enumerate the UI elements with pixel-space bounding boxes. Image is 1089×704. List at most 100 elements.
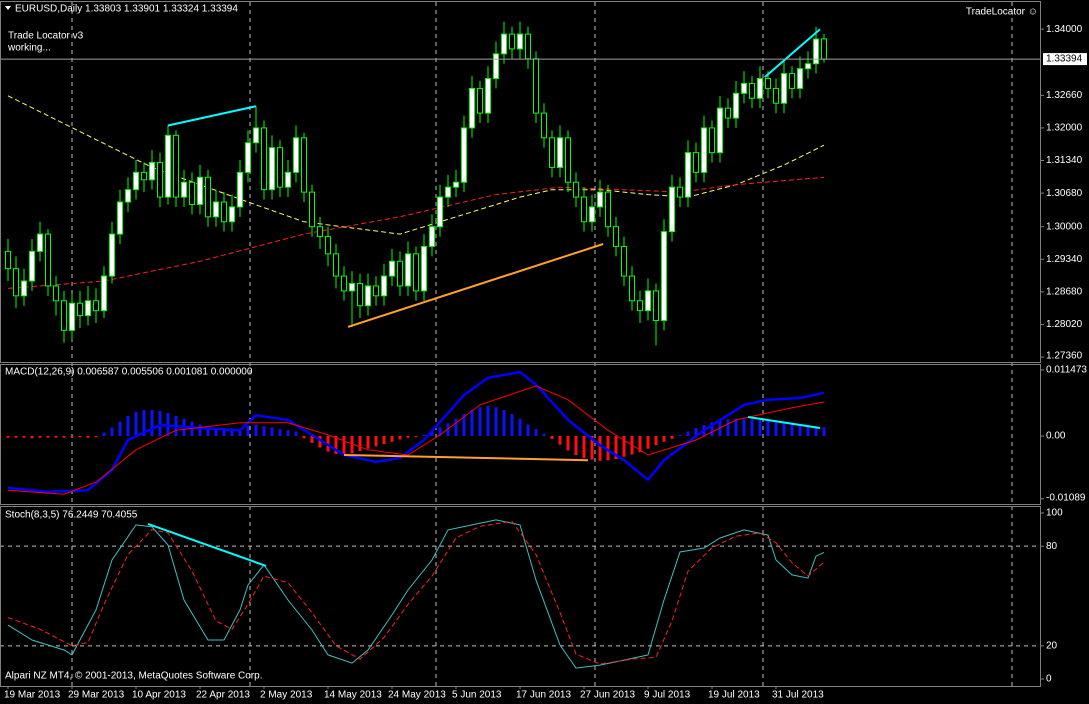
candle-body bbox=[493, 53, 499, 80]
histogram-bar bbox=[214, 428, 218, 437]
candle-body bbox=[717, 107, 723, 154]
candle-body bbox=[517, 33, 523, 50]
candle-body bbox=[133, 171, 139, 191]
x-tick-label: 2 May 2013 bbox=[260, 690, 313, 701]
brand-label[interactable]: TradeLocator ☺ bbox=[966, 7, 1038, 18]
histogram-bar bbox=[518, 418, 522, 437]
histogram-bar bbox=[574, 436, 578, 456]
candle-body bbox=[141, 171, 147, 181]
candle-body bbox=[565, 137, 571, 183]
histogram-bar bbox=[102, 432, 106, 437]
x-tick-label: 19 Mar 2013 bbox=[4, 690, 61, 701]
x-tick-label: 29 Mar 2013 bbox=[68, 690, 125, 701]
histogram-bar bbox=[302, 436, 306, 439]
indicator-status: working... bbox=[7, 43, 51, 54]
y-tick-label: 1.34000 bbox=[1046, 24, 1083, 35]
histogram-bar bbox=[654, 436, 658, 446]
candle-body bbox=[541, 112, 547, 139]
candle-body bbox=[421, 245, 427, 292]
histogram-bar bbox=[686, 431, 690, 437]
histogram-bar bbox=[494, 407, 498, 437]
candle-body bbox=[197, 176, 203, 205]
macd-pane-frame bbox=[0, 364, 1041, 505]
candle-body bbox=[733, 92, 739, 119]
y-tick-label: 1.28680 bbox=[1046, 287, 1083, 298]
stoch-pane-frame bbox=[0, 506, 1041, 687]
histogram-bar bbox=[118, 421, 122, 437]
histogram-bar bbox=[6, 436, 10, 438]
y-tick-label: 0 bbox=[1046, 674, 1052, 685]
histogram-bar bbox=[822, 427, 826, 437]
histogram-bar bbox=[510, 414, 514, 437]
histogram-bar bbox=[502, 410, 506, 437]
histogram-bar bbox=[230, 430, 234, 437]
candle-body bbox=[333, 253, 339, 277]
histogram-bar bbox=[662, 436, 666, 442]
candle-body bbox=[453, 181, 459, 188]
histogram-bar bbox=[734, 418, 738, 437]
histogram-bar bbox=[294, 431, 298, 437]
histogram-bar bbox=[62, 436, 66, 438]
candle-body bbox=[781, 73, 787, 104]
histogram-bar bbox=[598, 436, 602, 461]
candle-body bbox=[749, 82, 755, 99]
y-tick-label: 0.00 bbox=[1046, 431, 1066, 442]
candle-body bbox=[765, 78, 771, 89]
candle-body bbox=[293, 137, 299, 173]
candle-body bbox=[661, 231, 667, 322]
histogram-bar bbox=[486, 406, 490, 437]
candle-body bbox=[597, 191, 603, 208]
histogram-bar bbox=[566, 436, 570, 451]
candle-body bbox=[397, 260, 403, 287]
y-tick-label: 1.28020 bbox=[1046, 319, 1083, 330]
candle-body bbox=[21, 280, 27, 297]
candle-body bbox=[509, 33, 515, 50]
histogram-bar bbox=[222, 429, 226, 437]
histogram-bar bbox=[478, 407, 482, 437]
menu-arrow[interactable] bbox=[5, 6, 11, 10]
candle-body bbox=[61, 300, 67, 331]
x-tick-label: 31 Jul 2013 bbox=[772, 690, 824, 701]
candle-body bbox=[181, 181, 187, 198]
trend-line bbox=[347, 243, 604, 328]
candle-body bbox=[205, 176, 211, 218]
histogram-bar bbox=[14, 436, 18, 438]
y-tick-label: 1.32660 bbox=[1046, 90, 1083, 101]
candle-body bbox=[245, 142, 251, 173]
x-tick-label: 27 Jun 2013 bbox=[580, 690, 635, 701]
y-tick-label: 1.32000 bbox=[1046, 123, 1083, 134]
x-tick-label: 19 Jul 2013 bbox=[708, 690, 760, 701]
candle-body bbox=[29, 250, 35, 282]
histogram-bar bbox=[534, 429, 538, 437]
histogram-bar bbox=[454, 418, 458, 437]
candle-body bbox=[365, 285, 371, 307]
histogram-bar bbox=[798, 425, 802, 437]
candle-body bbox=[341, 275, 347, 292]
candle-body bbox=[349, 282, 355, 292]
candle-body bbox=[613, 226, 619, 247]
macd-title: MACD(12,26,9) 0.006587 0.005506 0.001081… bbox=[5, 367, 253, 378]
histogram-bar bbox=[342, 436, 346, 456]
y-tick-label: 20 bbox=[1046, 640, 1058, 651]
histogram-bar bbox=[46, 436, 50, 438]
histogram-bar bbox=[646, 436, 650, 449]
histogram-bar bbox=[430, 431, 434, 437]
histogram-bar bbox=[438, 427, 442, 437]
candle-body bbox=[693, 152, 699, 173]
bid-label-box bbox=[1043, 53, 1087, 66]
histogram-bar bbox=[310, 436, 314, 443]
candle-body bbox=[549, 137, 555, 168]
candle-body bbox=[605, 191, 611, 228]
candle-body bbox=[301, 137, 307, 193]
candle-body bbox=[445, 186, 451, 198]
y-tick-label: 1.30000 bbox=[1046, 221, 1083, 232]
candle-body bbox=[381, 275, 387, 297]
histogram-bar bbox=[726, 419, 730, 437]
candle-body bbox=[373, 285, 379, 297]
histogram-bar bbox=[558, 436, 562, 445]
candle-body bbox=[525, 33, 531, 60]
y-tick-label: 1.27360 bbox=[1046, 351, 1083, 362]
stoch-title: Stoch(8,3,5) 76.2449 70.4055 bbox=[5, 510, 138, 521]
histogram-bar bbox=[134, 411, 138, 437]
